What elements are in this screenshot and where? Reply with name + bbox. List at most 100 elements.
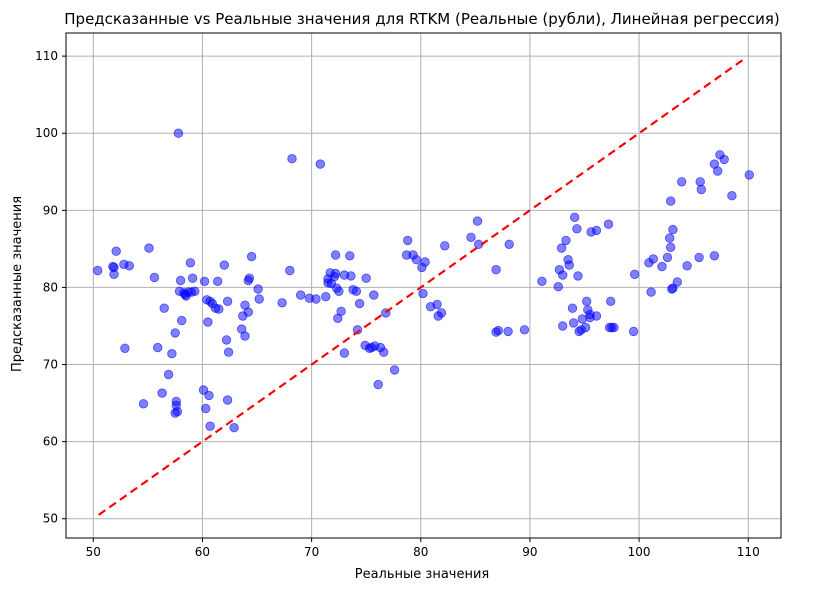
data-point	[403, 235, 413, 246]
data-point	[120, 343, 130, 354]
data-point	[713, 166, 723, 176]
data-point	[373, 379, 383, 390]
data-point	[695, 177, 705, 187]
data-point	[336, 306, 346, 317]
y-axis-label: Предсказанные значения	[10, 196, 25, 372]
y-tick-label: 50	[43, 512, 58, 526]
data-point	[696, 184, 707, 195]
data-point	[124, 261, 135, 271]
data-point	[577, 314, 588, 324]
data-point	[603, 219, 614, 229]
data-point	[200, 403, 211, 414]
x-tick-label: 60	[195, 545, 210, 559]
data-point	[163, 369, 174, 380]
y-tick-label: 70	[43, 358, 58, 372]
data-point	[662, 252, 673, 263]
data-point	[330, 250, 341, 260]
y-tick-label: 100	[35, 126, 58, 140]
data-point	[175, 275, 186, 286]
data-point	[240, 331, 250, 341]
data-point	[339, 348, 350, 358]
data-point	[519, 325, 530, 335]
data-point	[354, 298, 365, 309]
data-point	[212, 276, 223, 287]
data-point	[628, 326, 639, 337]
data-point	[609, 322, 619, 333]
data-point	[111, 246, 121, 256]
data-point	[159, 303, 169, 313]
data-point	[491, 265, 501, 275]
data-point	[582, 296, 592, 307]
data-point	[630, 269, 640, 280]
data-point	[646, 287, 656, 297]
data-point	[558, 321, 568, 331]
data-point	[351, 286, 362, 297]
data-point	[149, 272, 160, 283]
y-tick-label: 60	[43, 435, 58, 449]
y-axis-ticks: 50 60 70 80 90 100 110	[35, 49, 66, 526]
data-point	[254, 294, 264, 304]
data-point	[205, 421, 215, 431]
data-point	[222, 296, 233, 307]
data-point	[229, 423, 239, 433]
data-point	[573, 271, 583, 281]
data-point	[171, 400, 182, 411]
data-point	[311, 294, 321, 304]
data-point	[246, 251, 257, 262]
data-point	[553, 282, 564, 292]
data-point	[564, 260, 574, 270]
data-point	[204, 390, 214, 401]
data-point	[418, 288, 428, 299]
x-tick-label: 50	[86, 545, 101, 559]
y-tick-label: 110	[35, 49, 58, 63]
data-point	[504, 239, 514, 250]
data-point	[185, 258, 196, 268]
data-point	[432, 299, 442, 310]
data-points	[92, 128, 755, 433]
data-point	[537, 276, 547, 287]
data-point	[243, 307, 254, 317]
data-point	[296, 290, 306, 300]
plot-frame	[65, 32, 782, 539]
data-point	[352, 325, 363, 335]
data-point	[361, 273, 371, 283]
x-tick-label: 100	[628, 545, 651, 559]
data-point	[253, 284, 263, 294]
data-point	[556, 243, 567, 253]
data-point	[682, 261, 692, 271]
data-point	[591, 311, 602, 321]
data-point	[170, 328, 180, 338]
data-point	[561, 235, 571, 246]
data-point	[666, 242, 676, 253]
data-point	[152, 342, 163, 353]
data-point	[472, 216, 483, 226]
data-point	[666, 196, 676, 206]
data-point	[466, 232, 476, 243]
data-point	[503, 326, 513, 337]
data-point	[144, 243, 154, 253]
data-point	[109, 269, 119, 280]
data-point	[567, 303, 578, 313]
data-point	[285, 265, 295, 276]
data-point	[173, 128, 184, 138]
data-point	[570, 212, 580, 223]
data-point	[345, 251, 355, 261]
data-point	[334, 286, 344, 297]
data-point	[219, 260, 230, 270]
data-point	[744, 170, 755, 180]
data-point	[138, 399, 149, 409]
data-point	[719, 154, 729, 165]
x-tick-label: 110	[737, 545, 760, 559]
data-point	[568, 318, 579, 328]
data-point	[203, 317, 213, 327]
data-point	[440, 241, 450, 251]
gridlines	[66, 33, 781, 538]
data-point	[709, 251, 720, 261]
data-point	[92, 265, 103, 276]
x-tick-label: 80	[413, 545, 428, 559]
data-point	[580, 322, 591, 333]
data-point	[648, 254, 659, 264]
x-axis-label: Реальные значения	[355, 567, 490, 582]
data-point	[411, 255, 422, 265]
